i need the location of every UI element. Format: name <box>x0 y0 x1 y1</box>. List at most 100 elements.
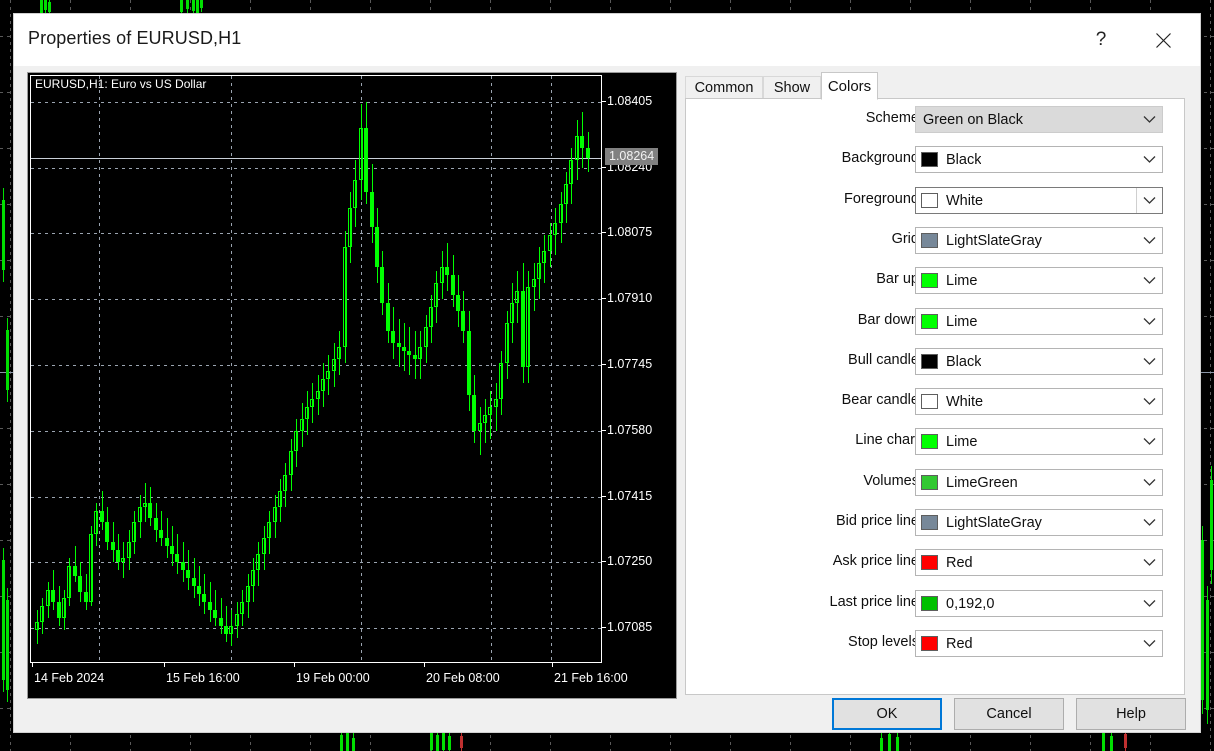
close-icon[interactable] <box>1140 14 1186 66</box>
backdrop-candle <box>200 0 203 8</box>
color-dropdown-value: White <box>946 393 984 410</box>
candle-wick <box>91 526 92 607</box>
price-tick <box>601 232 606 233</box>
chevron-down-icon[interactable] <box>1137 147 1162 172</box>
color-dropdown[interactable]: White <box>915 388 1163 415</box>
candle-wick <box>69 558 70 607</box>
price-tick <box>601 561 606 562</box>
chevron-down-icon[interactable] <box>1137 510 1162 535</box>
color-dropdown[interactable]: Red <box>915 549 1163 576</box>
color-dropdown[interactable]: White <box>915 187 1163 214</box>
candle-body <box>170 546 174 555</box>
color-dropdown-value: Lime <box>946 433 978 450</box>
price-tick-label: 1.08075 <box>607 225 653 239</box>
color-dropdown[interactable]: 0,192,0 <box>915 590 1163 617</box>
candle-body <box>456 295 460 312</box>
price-tick <box>601 430 606 431</box>
color-dropdown[interactable]: LightSlateGray <box>915 227 1163 254</box>
settings-panel: Common Show Colors Scheme: Green on Black… <box>685 72 1187 697</box>
candle-body <box>35 622 39 631</box>
color-dropdown[interactable]: LightSlateGray <box>915 509 1163 536</box>
candle-body <box>105 522 109 543</box>
ok-button[interactable]: OK <box>832 698 942 730</box>
candle-wick <box>501 351 502 415</box>
candle-wick <box>355 159 356 228</box>
candle-body <box>326 370 330 379</box>
candle-body <box>440 267 444 284</box>
color-setting-row: Bar up: Lime <box>686 267 1186 295</box>
cancel-button[interactable]: Cancel <box>954 698 1064 730</box>
candle-wick <box>302 402 303 447</box>
color-dropdown[interactable]: Lime <box>915 267 1163 294</box>
close-x-glyph <box>1155 32 1171 48</box>
candle-wick <box>307 390 308 435</box>
tab-common[interactable]: Common <box>685 76 763 99</box>
candle-wick <box>280 478 281 523</box>
backdrop-candle <box>896 737 899 751</box>
chevron-down-icon[interactable] <box>1137 389 1162 414</box>
chevron-down-icon[interactable] <box>1137 349 1162 374</box>
candle-body <box>84 592 88 603</box>
candle-body <box>407 351 411 356</box>
chevron-down-icon[interactable] <box>1137 268 1162 293</box>
candle-body <box>246 586 250 603</box>
time-tick-label: 20 Feb 08:00 <box>426 671 500 685</box>
candle-body <box>424 327 428 348</box>
chevron-down-icon[interactable] <box>1137 550 1162 575</box>
price-tick-label: 1.07250 <box>607 554 653 568</box>
color-setting-label: Bar down: <box>857 312 923 328</box>
color-dropdown[interactable]: Black <box>915 348 1163 375</box>
time-axis[interactable]: 14 Feb 2024 15 Feb 16:00 19 Feb 00:00 20 Fe… <box>30 662 628 696</box>
chevron-down-icon[interactable] <box>1137 309 1162 334</box>
color-dropdown[interactable]: LimeGreen <box>915 469 1163 496</box>
help-question-icon[interactable]: ? <box>1078 14 1124 66</box>
candle-body <box>488 406 492 415</box>
color-setting-label: Last price line: <box>829 594 924 610</box>
candle-wick <box>431 295 432 344</box>
chevron-down-icon[interactable] <box>1137 470 1162 495</box>
chevron-down-icon[interactable] <box>1137 228 1162 253</box>
candle-body <box>467 331 471 395</box>
backdrop-candle <box>2 200 5 270</box>
color-setting-label: Stop levels: <box>848 634 923 650</box>
chevron-down-icon[interactable] <box>1137 429 1162 454</box>
tab-colors[interactable]: Colors <box>821 72 878 100</box>
color-dropdown-value: 0,192,0 <box>946 595 995 612</box>
candle-wick <box>248 574 249 619</box>
chart-grid-line-vertical <box>231 76 232 662</box>
candle-wick <box>328 355 329 395</box>
chart-plot-area: EURUSD,H1: Euro vs US Dollar <box>30 75 602 663</box>
candle-wick <box>296 418 297 467</box>
color-dropdown[interactable]: Lime <box>915 308 1163 335</box>
color-dropdown[interactable]: Lime <box>915 428 1163 455</box>
candle-wick <box>544 235 545 284</box>
candle-wick <box>258 542 259 587</box>
candle-wick <box>334 343 335 387</box>
candle-body <box>429 307 433 328</box>
backdrop-candle <box>48 2 51 12</box>
color-dropdown[interactable]: Black <box>915 146 1163 173</box>
price-tick-label: 1.07745 <box>607 357 653 371</box>
chevron-down-icon[interactable] <box>1137 591 1162 616</box>
help-button[interactable]: Help <box>1076 698 1186 730</box>
candle-wick <box>75 546 76 583</box>
candle-body <box>310 398 314 407</box>
backdrop-candle <box>352 738 355 751</box>
time-tick-label: 14 Feb 2024 <box>34 671 105 685</box>
candle-body <box>219 618 223 627</box>
color-swatch <box>921 596 938 611</box>
chevron-down-icon[interactable] <box>1136 188 1162 213</box>
candle-wick <box>242 590 243 627</box>
chart-grid-line-horizontal <box>31 102 601 103</box>
candle-wick <box>312 382 313 423</box>
chevron-down-icon[interactable] <box>1137 631 1162 656</box>
candle-body <box>278 490 282 507</box>
chevron-down-icon[interactable] <box>1137 107 1162 132</box>
color-dropdown[interactable]: Green on Black <box>915 106 1163 133</box>
candle-wick <box>361 103 362 200</box>
tab-show[interactable]: Show <box>763 76 821 99</box>
price-axis[interactable]: 1.08405 1.08240 1.08075 1.07910 1.07745 1.075… <box>601 75 674 661</box>
candle-body <box>305 406 309 419</box>
color-setting-row: Bar down: Lime <box>686 308 1186 336</box>
color-dropdown[interactable]: Red <box>915 630 1163 657</box>
